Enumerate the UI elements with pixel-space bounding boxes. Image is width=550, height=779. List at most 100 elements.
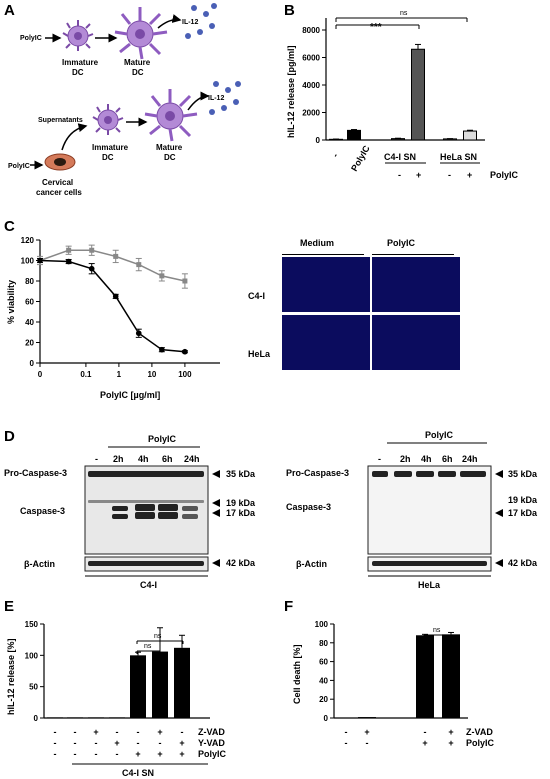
panel-letter-c: C (4, 218, 15, 235)
a-bottom-supernatants: Supernatants (38, 117, 83, 124)
micro-row-hela: HeLa (248, 349, 271, 359)
mature-dc-icon-2 (144, 89, 198, 142)
svg-text:19 kDa: 19 kDa (508, 495, 538, 505)
b-ytick-label: 0 (316, 136, 321, 145)
f-sig: ns (433, 627, 441, 634)
f-bar (416, 635, 434, 718)
d-left-pro: Pro-Caspase-3 (4, 468, 67, 478)
a-bottom-immature: Immature (92, 143, 129, 152)
c-point (65, 258, 72, 265)
panel-letter-d: D (4, 428, 15, 445)
f-ytick-label: 80 (319, 639, 328, 648)
f-ytick-label: 0 (324, 714, 329, 723)
f-bar (337, 717, 355, 719)
d-left-actin: β-Actin (24, 559, 55, 569)
f-sign: + (448, 727, 453, 737)
e-sign: - (159, 738, 162, 748)
a-top-polyic: PolyIC (20, 35, 42, 42)
d-left-treat: PolyIC (148, 434, 177, 444)
b-group-hela: HeLa SN (440, 152, 477, 162)
e-ylabel: hIL-12 release [%] (6, 638, 16, 715)
a-top-immature-dc: DC (72, 68, 84, 77)
f-bar (442, 634, 460, 718)
f-row-label: Z-VAD (466, 727, 493, 737)
c-ytick-label: 40 (25, 318, 34, 327)
panel-d-blots: PolyIC - 2h 4h 6h 24h Pro-Caspase-3 Casp… (4, 430, 538, 590)
f-sign: - (345, 727, 348, 737)
b-ytick-label: 2000 (302, 109, 320, 118)
svg-text:17 kDa: 17 kDa (226, 508, 256, 518)
e-ytick-label: 0 (34, 714, 39, 723)
c-ytick-label: 60 (25, 298, 34, 307)
a-top-mature-dc: DC (132, 68, 144, 77)
c-point (136, 262, 142, 268)
f-ylabel: Cell death [%] (292, 644, 302, 704)
a-top-il12: IL-12 (182, 19, 198, 26)
b-bar (347, 129, 361, 141)
panel-b-chart: hIL-12 release [pg/ml] 0 2000 4000 6000 8000… (286, 10, 519, 180)
immature-dc-icon (62, 20, 94, 51)
immature-dc-icon-2 (92, 104, 124, 135)
e-row-label: PolyIC (198, 749, 227, 759)
d-left-lane-4: 24h (184, 454, 200, 464)
c-ytick-label: 0 (30, 359, 35, 368)
d-left-lane-3: 6h (162, 454, 173, 464)
a-bottom-mature-dc: DC (164, 153, 176, 162)
e-sig-2: ns (144, 643, 152, 650)
e-bar (109, 717, 125, 719)
b-sign-2: + (416, 170, 421, 180)
e-sign: - (137, 727, 140, 737)
c-ylabel: % viability (6, 280, 16, 324)
e-bar (47, 717, 63, 719)
e-sign: - (95, 749, 98, 759)
c-point (66, 247, 72, 253)
e-row-label: Y-VAD (198, 738, 225, 748)
d-right-cell: HeLa (418, 580, 441, 590)
d-right-treat: PolyIC (425, 430, 454, 440)
d-right-lane-0: - (378, 454, 381, 464)
svg-text:42 kDa: 42 kDa (226, 558, 256, 568)
micro-col-line-1 (282, 254, 364, 255)
e-ytick-label: 150 (25, 620, 39, 629)
a-bottom-cancer-cells: cancer cells (36, 188, 82, 197)
e-row-label: Z-VAD (198, 727, 225, 737)
d-right-lane-1: 2h (400, 454, 411, 464)
panel-c-chart: % viability PolyIC [µg/ml] 0204060801001… (6, 236, 220, 400)
d-left-lane-2: 4h (138, 454, 149, 464)
b-bar (411, 48, 425, 141)
e-ytick-label: 100 (25, 651, 39, 660)
e-sign: - (95, 738, 98, 748)
e-group: C4-I SN (122, 768, 154, 778)
c-ytick-label: 100 (21, 257, 35, 266)
svg-text:19 kDa: 19 kDa (226, 498, 256, 508)
c-point (37, 257, 43, 264)
e-sign: - (54, 749, 57, 759)
c-point (112, 293, 119, 300)
svg-text:17 kDa: 17 kDa (508, 508, 538, 518)
a-top-mature: Mature (124, 58, 151, 67)
e-bar (174, 647, 190, 718)
d-left-lane-0: - (95, 454, 98, 464)
c-point (113, 253, 119, 259)
d-right-lane-4: 24h (462, 454, 478, 464)
panel-a-schematic: PolyIC Immature DC Mature DC IL-12 PolyI… (8, 3, 241, 197)
a-bottom-mature: Mature (156, 143, 183, 152)
a-bottom-il12: IL-12 (208, 95, 224, 102)
b-x-polyic: PolyIC (349, 143, 372, 173)
b-sig-star: *** (370, 22, 382, 33)
f-ytick-label: 20 (319, 695, 328, 704)
f-sig-bracket (423, 634, 453, 638)
f-ytick-label: 40 (319, 676, 328, 685)
a-bottom-cervical: Cervical (42, 178, 73, 187)
c-ytick-label: 20 (25, 339, 34, 348)
il12-dots-icon-2 (209, 81, 241, 115)
cervical-cancer-cell-icon (44, 153, 76, 171)
svg-text:35 kDa: 35 kDa (508, 469, 538, 479)
b-sig-brackets (335, 17, 468, 29)
c-point (182, 348, 188, 355)
b-ytick-label: 4000 (302, 81, 320, 90)
f-sign: - (424, 727, 427, 737)
b-ylabel: hIL-12 release [pg/ml] (286, 45, 296, 138)
